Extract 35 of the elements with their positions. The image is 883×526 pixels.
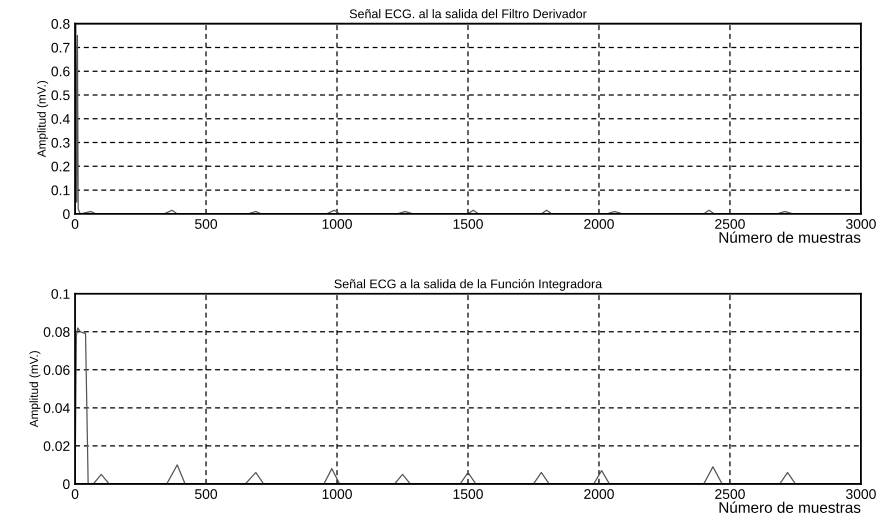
y-tick-label: 0.02: [44, 441, 70, 452]
x-axis-title: Número de muestras: [720, 502, 860, 513]
y-tick-label: 0.08: [44, 327, 70, 337]
x-tick-label: 2500: [715, 219, 745, 229]
y-tick-label: 0: [63, 479, 70, 490]
x-tick-label: 1500: [454, 219, 483, 229]
y-tick-label: 0.4: [51, 114, 70, 124]
x-tick-label: 500: [195, 489, 218, 499]
y-tick-label: 0.04: [44, 403, 70, 414]
y-tick-label: 0.1: [51, 289, 70, 299]
x-tick-label: 3000: [846, 219, 876, 229]
y-tick-label: 0.5: [51, 90, 70, 100]
x-tick-label: 0: [72, 489, 78, 499]
x-tick-label: 0: [72, 219, 78, 229]
x-tick-label: 2000: [584, 219, 614, 229]
chart-title: Señal ECG a la salida de la Función Integradora: [334, 278, 602, 291]
x-tick-label: 500: [195, 219, 218, 229]
y-tick-label: 0.3: [51, 138, 70, 148]
y-tick-label: 0.8: [51, 19, 70, 29]
x-tick-label: 2000: [584, 489, 614, 499]
y-tick-label: 0.7: [51, 42, 70, 53]
x-tick-label: 3000: [846, 489, 876, 499]
x-tick-label: 2500: [715, 489, 745, 499]
x-axis-title: Número de muestras: [720, 231, 860, 243]
x-tick-label: 1000: [322, 489, 352, 499]
y-tick-label: 0.2: [51, 162, 70, 172]
y-tick-label: 0.06: [44, 365, 70, 375]
y-tick-label: 0.6: [51, 66, 70, 76]
x-tick-label: 1000: [322, 219, 352, 229]
y-tick-label: 0: [63, 209, 70, 220]
y-axis-title: Amplitud (mV.): [37, 81, 48, 158]
x-tick-label: 1500: [454, 489, 483, 499]
y-tick-label: 0.1: [51, 185, 70, 196]
y-axis-title: Amplitud (mV.): [29, 351, 40, 428]
chart-title: Señal ECG. al la salida del Filtro Derivador: [350, 9, 587, 18]
